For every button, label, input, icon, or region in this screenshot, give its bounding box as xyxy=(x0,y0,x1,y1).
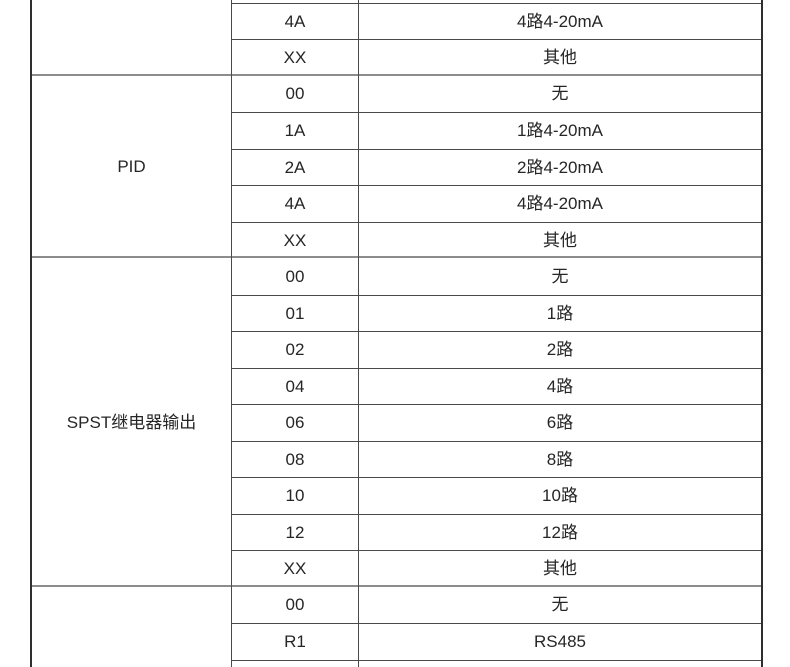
code-cell: XX xyxy=(283,230,307,250)
table-row: XX 其他 xyxy=(232,221,761,258)
value-cell: 4路 xyxy=(358,368,761,404)
table-row: 1A 1路4-20mA xyxy=(232,112,761,149)
code-cell: 00 xyxy=(285,595,305,615)
value-cell: 无 xyxy=(358,258,761,295)
code-cell: 04 xyxy=(285,376,305,396)
table-section: 00 无 R1 RS485 xyxy=(32,584,761,667)
code-cell: XX xyxy=(283,559,307,579)
table-row xyxy=(232,0,761,3)
value-cell: 4路4-20mA xyxy=(358,186,761,222)
section-rows: 00 无 1A 1路4-20mA 2A 2路4-20mA 4A 4路4-20mA… xyxy=(232,75,761,258)
section-label-cell xyxy=(32,0,232,76)
value-cell xyxy=(358,660,761,667)
value-cell xyxy=(358,0,761,3)
table-row: 00 无 xyxy=(232,75,761,112)
code-cell: 4A xyxy=(284,194,306,214)
table-row xyxy=(232,659,761,667)
table-row: 04 4路 xyxy=(232,367,761,404)
value-cell: RS485 xyxy=(358,624,761,660)
table-row: 10 10路 xyxy=(232,477,761,514)
code-cell: 00 xyxy=(285,84,305,104)
section-label-cell: SPST继电器输出 xyxy=(32,258,232,587)
value-cell: 1路4-20mA xyxy=(358,113,761,149)
value-cell: 无 xyxy=(358,586,761,623)
table-section: PID 00 无 1A 1路4-20mA 2A 2路4-20mA 4A 4路4-… xyxy=(32,73,761,258)
value-cell: 其他 xyxy=(358,222,761,258)
table-row: 4A 4路4-20mA xyxy=(232,2,761,39)
section-label-cell: PID xyxy=(32,75,232,258)
section-rows: 00 无 R1 RS485 xyxy=(232,586,761,667)
table-row: XX 其他 xyxy=(232,39,761,76)
value-cell: 10路 xyxy=(358,478,761,514)
code-cell xyxy=(232,661,358,667)
table-section: SPST继电器输出 00 无 01 1路 02 2路 04 4路 xyxy=(32,256,761,587)
code-cell: 00 xyxy=(285,266,305,286)
value-cell: 1路 xyxy=(358,295,761,331)
code-cell: 1A xyxy=(284,121,306,141)
value-cell: 4路4-20mA xyxy=(358,3,761,39)
value-cell: 8路 xyxy=(358,441,761,477)
value-cell: 其他 xyxy=(358,551,761,587)
code-cell: XX xyxy=(283,48,307,68)
code-cell: 10 xyxy=(285,486,305,506)
value-cell: 其他 xyxy=(358,40,761,76)
table-row: 2A 2路4-20mA xyxy=(232,148,761,185)
code-cell: 02 xyxy=(285,340,305,360)
value-cell: 6路 xyxy=(358,405,761,441)
value-cell: 2路4-20mA xyxy=(358,149,761,185)
table-row: 4A 4路4-20mA xyxy=(232,185,761,222)
table-row: XX 其他 xyxy=(232,550,761,587)
table-row: 00 无 xyxy=(232,258,761,295)
section-label-cell xyxy=(32,586,232,667)
value-cell: 2路 xyxy=(358,332,761,368)
table-row: 02 2路 xyxy=(232,331,761,368)
section-rows: 4A 4路4-20mA XX 其他 xyxy=(232,0,761,76)
table-row: R1 RS485 xyxy=(232,623,761,660)
table-section: 4A 4路4-20mA XX 其他 xyxy=(32,0,761,76)
ordering-code-table: 4A 4路4-20mA XX 其他 PID 00 无 1A 1路4-20mA xyxy=(30,0,763,667)
code-cell: R1 xyxy=(284,632,306,652)
value-cell: 12路 xyxy=(358,514,761,550)
code-cell: 4A xyxy=(284,11,306,31)
table-row: 08 8路 xyxy=(232,440,761,477)
value-cell: 无 xyxy=(358,75,761,112)
table-row: 01 1路 xyxy=(232,294,761,331)
table-row: 00 无 xyxy=(232,586,761,623)
code-cell: 06 xyxy=(285,413,305,433)
table-row: 06 6路 xyxy=(232,404,761,441)
table-row: 12 12路 xyxy=(232,513,761,550)
code-cell: 08 xyxy=(285,449,305,469)
code-cell: 12 xyxy=(285,522,305,542)
code-cell: 01 xyxy=(285,303,305,323)
code-cell: 2A xyxy=(284,157,306,177)
section-rows: 00 无 01 1路 02 2路 04 4路 06 6路 xyxy=(232,258,761,587)
